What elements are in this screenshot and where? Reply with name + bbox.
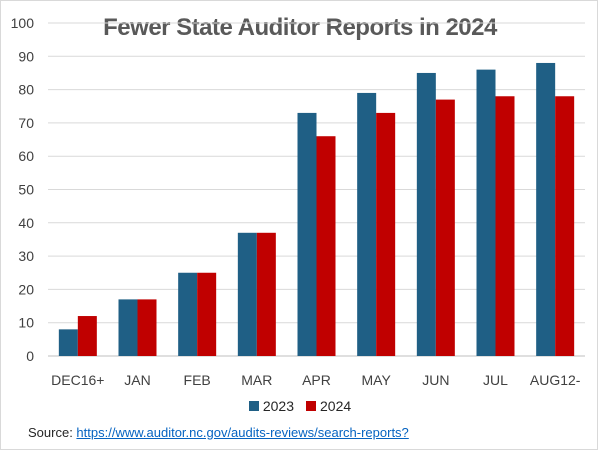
y-tick-label: 60 xyxy=(18,148,34,164)
bar-2023-MAY xyxy=(357,92,377,357)
y-tick-label: 10 xyxy=(18,315,34,331)
x-tick-label: JUL xyxy=(483,372,508,388)
bar-2023-APR xyxy=(297,112,317,356)
y-tick-label: 70 xyxy=(18,115,34,131)
x-axis-ticks: DEC16+ JAN FEB MAR APR MAY JUN JUL AUG12- xyxy=(51,372,581,388)
bar-2024-DEC16+ xyxy=(77,316,97,356)
bar-2024-JUL xyxy=(495,96,515,356)
x-tick-label: APR xyxy=(302,372,331,388)
source-label: Source: xyxy=(28,425,77,440)
bar-2023-MAR xyxy=(237,232,257,356)
bar-2024-FEB xyxy=(197,272,217,356)
x-tick-label: FEB xyxy=(184,372,211,388)
bar-2023-FEB xyxy=(178,272,198,356)
y-tick-label: 90 xyxy=(18,48,34,64)
bar-2023-JAN xyxy=(118,299,138,356)
legend-item-2023: 2023 xyxy=(248,398,294,414)
legend-label-2024: 2024 xyxy=(320,398,352,414)
y-tick-label: 40 xyxy=(18,215,34,231)
bar-2024-MAR xyxy=(256,232,276,356)
y-tick-label: 20 xyxy=(18,281,34,297)
chart-title: Fewer State Auditor Reports in 2024 xyxy=(103,14,497,41)
y-tick-label: 0 xyxy=(26,348,34,364)
bar-2024-AUG12- xyxy=(555,96,575,356)
x-tick-label: JAN xyxy=(124,372,150,388)
y-tick-label: 50 xyxy=(18,182,34,198)
y-tick-label: 80 xyxy=(18,82,34,98)
x-tick-label: AUG12- xyxy=(530,372,581,388)
y-tick-label: 30 xyxy=(18,248,34,264)
x-tick-label: JUN xyxy=(422,372,449,388)
source-link[interactable]: https://www.auditor.nc.gov/audits-review… xyxy=(76,425,409,440)
bar-2023-AUG12- xyxy=(536,62,556,357)
bar-2023-JUL xyxy=(476,69,496,357)
bar-2024-MAY xyxy=(376,112,396,356)
bar-chart: 0 10 20 30 40 50 60 70 80 90 100 DEC16+ JAN FEB MAR AP… xyxy=(11,15,585,388)
bar-2024-JAN xyxy=(137,299,157,356)
x-tick-label: DEC16+ xyxy=(51,372,104,388)
legend-label-2023: 2023 xyxy=(262,398,294,414)
y-axis-ticks: 0 10 20 30 40 50 60 70 80 90 100 xyxy=(11,15,35,364)
bar-2023-DEC16+ xyxy=(58,329,78,356)
legend-swatch-2024 xyxy=(306,401,316,411)
bar-2023-JUN xyxy=(416,72,436,356)
x-tick-label: MAY xyxy=(362,372,392,388)
source-note: Source: https://www.auditor.nc.gov/audit… xyxy=(28,425,409,440)
bars xyxy=(58,62,575,357)
legend-item-2024: 2024 xyxy=(306,398,351,414)
bar-2024-JUN xyxy=(435,99,455,356)
legend-swatch-2023 xyxy=(248,401,259,411)
bar-2024-APR xyxy=(316,136,336,356)
x-tick-label: MAR xyxy=(241,372,272,388)
legend: 2023 2024 xyxy=(0,398,600,414)
y-tick-label: 100 xyxy=(11,15,35,31)
